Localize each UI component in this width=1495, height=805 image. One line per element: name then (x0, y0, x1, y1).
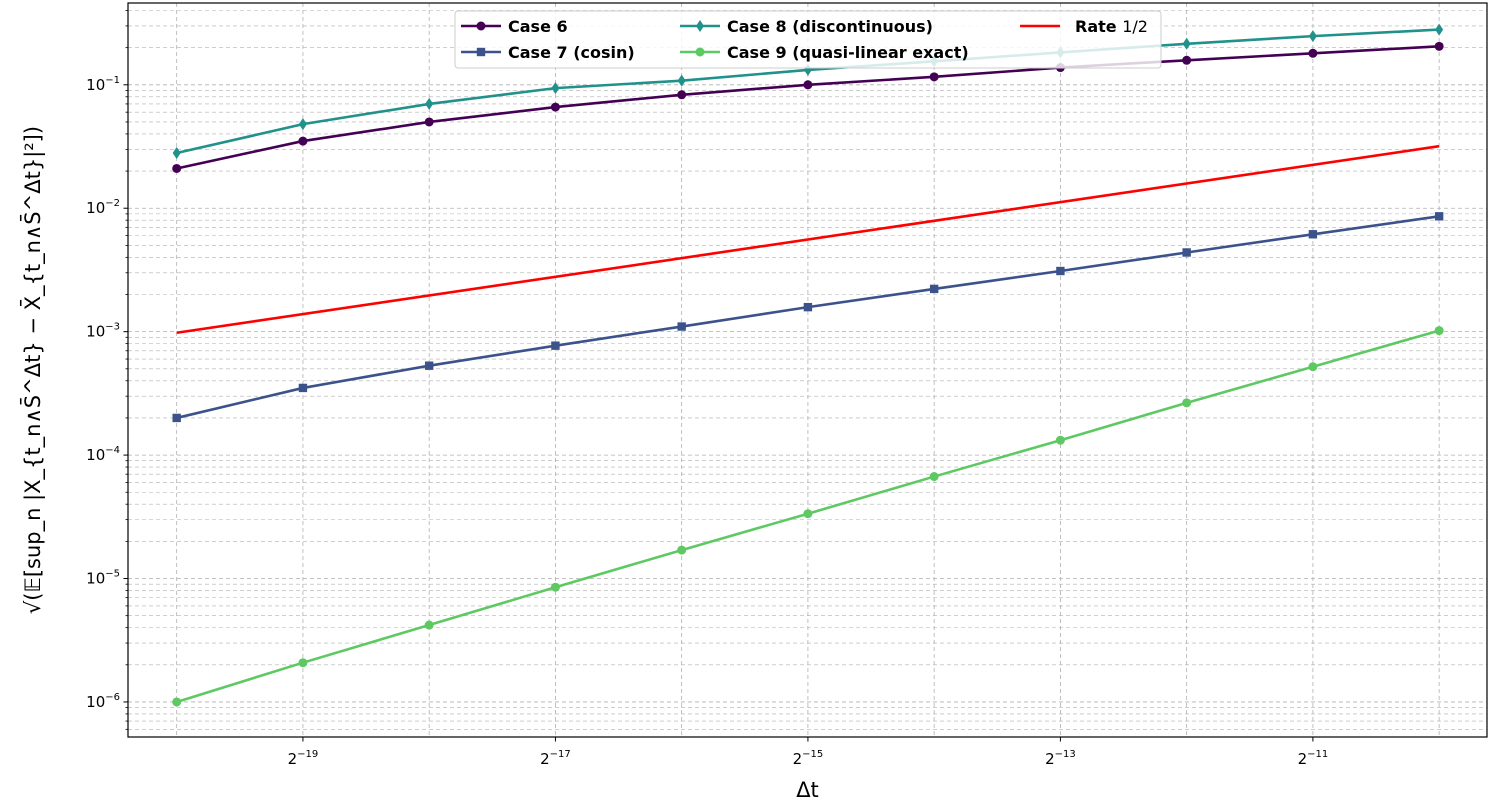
grid (128, 3, 1487, 737)
x-tick-label: 2−13 (1045, 749, 1076, 768)
data-point (1308, 230, 1318, 239)
legend-marker (696, 20, 704, 32)
data-point (1182, 37, 1191, 50)
data-point (172, 413, 181, 423)
data-point (1055, 435, 1065, 445)
series-layer (172, 23, 1444, 707)
y-tick-label: 10−3 (86, 322, 120, 341)
data-point (424, 361, 434, 370)
data-point (550, 102, 560, 112)
legend-marker (476, 47, 486, 57)
y-tick-label: 10−4 (86, 445, 120, 464)
legend-marker (695, 47, 705, 57)
legend-entry: Case 6 (461, 17, 568, 36)
x-tick-label: 2−11 (1298, 749, 1329, 768)
data-point (1182, 248, 1191, 257)
data-point (803, 80, 813, 90)
data-point (929, 72, 939, 82)
data-point (677, 90, 687, 100)
x-tick-label: 2−15 (793, 749, 824, 768)
legend-label: Case 6 (508, 17, 568, 36)
legend-entry: Case 9 (quasi-linear exact) (680, 43, 969, 62)
data-point (803, 509, 813, 519)
series-line (176, 144, 1440, 335)
data-point (803, 302, 813, 312)
data-point (424, 620, 434, 630)
x-tick-label: 2−19 (288, 749, 319, 768)
data-point (677, 322, 686, 331)
data-point (1434, 41, 1444, 51)
legend-entry: Rate 1/2 (1020, 17, 1148, 36)
data-point (551, 82, 560, 95)
y-tick-label: 10−5 (86, 569, 120, 588)
data-point (1182, 398, 1192, 408)
axes: 10−6 10−5 10−4 10−3 10−2 10−1 2−19 2−17 2−15 2−13… (86, 10, 1328, 768)
data-point (298, 658, 308, 668)
series-case-9-quasi-linear-exact (172, 326, 1444, 707)
legend-label: Case 9 (quasi-linear exact) (727, 43, 969, 62)
legend-marker (476, 21, 486, 31)
data-point (172, 697, 182, 707)
data-point (929, 284, 939, 294)
y-tick-label: 10−2 (86, 198, 120, 217)
data-point (1434, 326, 1444, 336)
axis-titles: Δt √(𝔼[sup_n |X_{t_n∧S̄^Δt} − X̄_{t_n∧S̄^… (20, 126, 819, 802)
legend-box (454, 10, 1162, 69)
data-point (803, 63, 812, 76)
data-point (298, 383, 308, 393)
legend-label: Case 7 (cosin) (508, 43, 635, 62)
series-case-6 (172, 41, 1444, 173)
y-axis-title: √(𝔼[sup_n |X_{t_n∧S̄^Δt} − X̄_{t_n∧S̄^Δt… (20, 126, 46, 614)
legend: Case 6 Case 7 (cosin) Case 8 (discontinuou… (454, 10, 1162, 69)
data-point (298, 136, 308, 146)
legend-entry: Case 8 (discontinuous) (680, 17, 933, 36)
series-case-7-cosin (172, 212, 1444, 423)
plot-area (127, 2, 1488, 738)
y-tick-label: 10−6 (86, 692, 120, 711)
data-point (424, 117, 434, 127)
data-point (1056, 266, 1065, 276)
x-tick-label: 2−17 (540, 749, 571, 768)
legend-label: Rate 1/2 (1075, 17, 1148, 36)
data-point (550, 582, 560, 592)
data-point (677, 74, 686, 87)
data-point (1308, 362, 1318, 372)
x-axis-title: Δt (796, 778, 819, 802)
series-rate-1-2 (176, 144, 1440, 335)
data-point (1308, 30, 1317, 43)
data-point (1434, 212, 1444, 221)
data-point (425, 97, 434, 110)
legend-label: Case 8 (discontinuous) (727, 17, 933, 36)
data-point (677, 545, 687, 555)
legend-entry: Case 7 (cosin) (461, 43, 635, 62)
data-point (172, 163, 182, 173)
y-tick-label: 10−1 (86, 75, 120, 94)
data-point (1182, 55, 1192, 65)
series-line (176, 215, 1440, 420)
data-point (551, 341, 560, 350)
data-point (172, 147, 181, 160)
data-point (298, 118, 307, 131)
data-point (1435, 23, 1444, 36)
data-point (1308, 48, 1318, 58)
data-point (929, 472, 939, 482)
